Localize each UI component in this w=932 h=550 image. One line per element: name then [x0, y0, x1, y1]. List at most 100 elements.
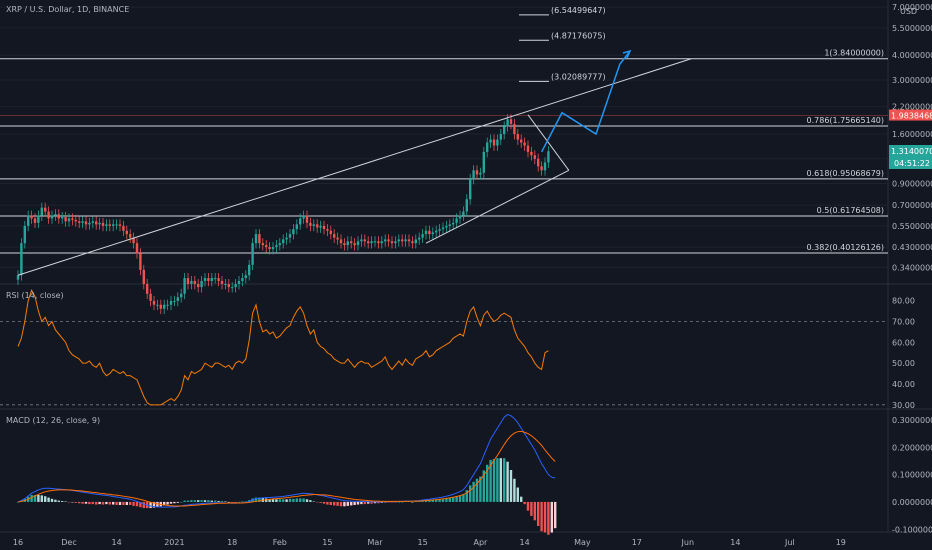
macd-histogram-bar [214, 500, 217, 502]
macd-histogram-bar [343, 501, 346, 507]
candle-body [428, 230, 431, 235]
candle-body [462, 211, 465, 216]
fib-level-label: 1(3.84000000) [824, 49, 884, 58]
macd-histogram-bar [207, 500, 210, 502]
candle-body [441, 227, 445, 230]
candlestick-series[interactable] [16, 114, 550, 315]
candle-body [37, 215, 40, 223]
time-tick-label: May [574, 538, 591, 547]
red-price-tag [889, 109, 932, 121]
macd-histogram-bar [67, 501, 71, 503]
macd-histogram-bar [149, 501, 152, 509]
macd-histogram-bar [220, 501, 224, 502]
fib-level-label: 0.382(0.40126126) [807, 243, 885, 252]
candle-body [176, 297, 179, 301]
macd-histogram-bar [550, 501, 553, 533]
candle-body [479, 172, 482, 175]
projection-path[interactable] [540, 49, 632, 153]
macd-histogram-bar [397, 501, 400, 503]
candle-body [380, 241, 383, 244]
candle-body [302, 215, 305, 219]
candle-body [115, 224, 118, 226]
candle-body [424, 230, 428, 235]
macd-histogram-bar [547, 501, 550, 535]
symbol-header[interactable]: XRP / U.S. Dollar, 1D, BINANCE [6, 5, 129, 14]
rsi-line [17, 288, 549, 406]
candle-body [499, 134, 502, 140]
currency-label[interactable]: USD [900, 7, 917, 16]
candle-body [64, 217, 67, 222]
macd-histogram-bar [122, 501, 125, 505]
candle-body [319, 225, 322, 228]
candle-body [129, 234, 132, 238]
macd-histogram-bar [414, 501, 417, 502]
macd-histogram-bar [492, 459, 496, 502]
price-tags: 1.98384688 1.31400709 04:51:22 [889, 109, 932, 169]
macd-histogram-bar [44, 496, 47, 502]
rsi-tick-label: 60.00 [892, 338, 915, 347]
candle-body [183, 278, 186, 294]
rsi-tick-label: 40.00 [892, 380, 915, 389]
time-tick-label: 17 [632, 538, 642, 547]
candle-body [207, 278, 210, 281]
macd-histogram-bar [180, 501, 183, 503]
candle-body [47, 211, 50, 219]
macd-histogram-bar [57, 500, 60, 502]
extension-labels: (6.54499647) (4.87176075) (3.02089777) [519, 6, 606, 82]
candle-body [227, 284, 230, 288]
macd-histogram-bar [326, 501, 329, 505]
macd-histogram-bar [309, 500, 312, 502]
candle-body [16, 275, 20, 280]
candle-body [278, 243, 281, 246]
candle-body [401, 239, 404, 242]
time-tick-label: 14 [730, 538, 740, 547]
rsi-header[interactable]: RSI (14, close) [6, 291, 64, 300]
candle-body [326, 229, 329, 231]
macd-histogram-bar [499, 458, 502, 502]
candle-body [108, 224, 111, 226]
macd-pane[interactable] [16, 413, 557, 535]
macd-histogram-bar [435, 499, 438, 502]
trendline [17, 58, 692, 276]
macd-histogram-bar [282, 499, 285, 502]
macd-histogram-bar [275, 499, 278, 502]
candle-body [421, 234, 424, 238]
candle-body [265, 245, 268, 248]
candle-body [95, 221, 98, 225]
price-tick-label: 4.00000000 [892, 51, 932, 60]
macd-line [17, 413, 556, 508]
rsi-pane[interactable] [0, 288, 888, 406]
candle-body [516, 134, 519, 140]
candle-body [217, 278, 220, 281]
macd-histogram-bar [482, 470, 485, 502]
time-tick-label: 19 [836, 538, 846, 547]
candle-body [506, 119, 509, 127]
macd-histogram-bar [336, 501, 339, 506]
projection-arrowhead [622, 49, 632, 59]
fib-level-label: 0.786(1.75665140) [807, 116, 885, 125]
macd-histogram-bar [516, 487, 519, 502]
candle-body [91, 221, 94, 223]
macd-histogram-bar [231, 501, 234, 503]
countdown-label: 04:51:22 [894, 159, 930, 168]
macd-histogram-bar [16, 501, 20, 503]
macd-header[interactable]: MACD (12, 26, close, 9) [6, 416, 100, 425]
price-gridlines [0, 6, 888, 268]
time-axis[interactable]: 16 Dec 14 2021 18 Feb 15 Mar 15 Apr 14 May 17 Jun 14 Ju… [13, 538, 846, 547]
macd-histogram-bar [475, 478, 479, 502]
candle-body [33, 218, 37, 223]
fib-retracement[interactable]: 1(3.84000000) 0.786(1.75665140) 0.618(0.95… [0, 49, 888, 254]
signal-line [17, 430, 556, 507]
candle-body [455, 218, 458, 223]
macd-histogram-bar [441, 498, 445, 502]
macd-histogram-bar [101, 501, 105, 505]
candle-body [431, 232, 434, 235]
macd-tick-label: 0.30000000 [892, 416, 932, 425]
macd-histogram-bar [394, 501, 397, 503]
trendlines[interactable] [17, 58, 692, 276]
macd-histogram-bar [125, 501, 128, 505]
candle-body [244, 275, 247, 279]
candle-body [452, 222, 455, 225]
candle-body [411, 241, 414, 244]
